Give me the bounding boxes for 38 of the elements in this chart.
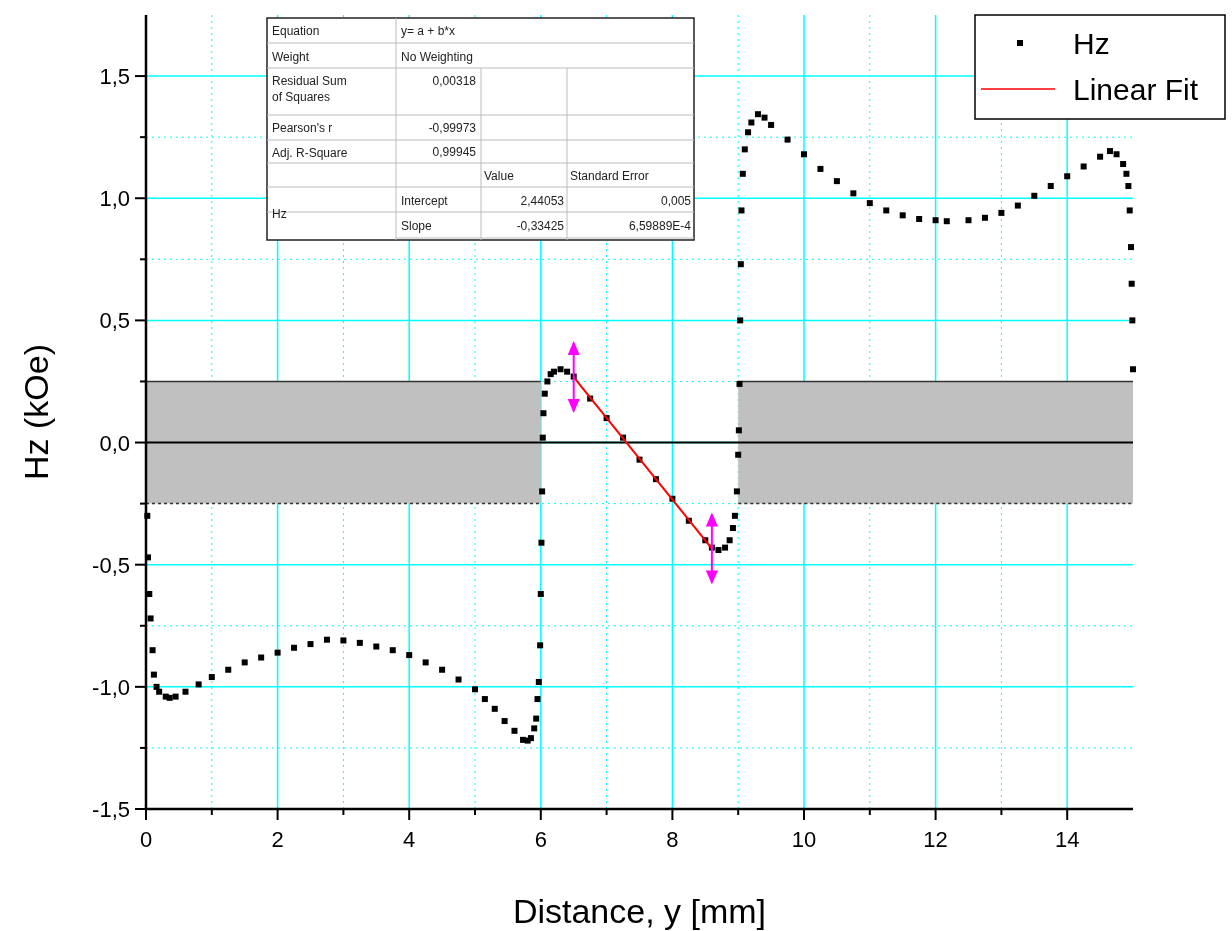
legend-label: Linear Fit bbox=[1073, 73, 1199, 106]
y-tick-label: -1,0 bbox=[92, 674, 130, 700]
annotation: -0,33425 bbox=[516, 219, 565, 233]
annotation: -0,99973 bbox=[428, 121, 477, 135]
annotation: Slope bbox=[401, 219, 433, 233]
annotation: Equation bbox=[272, 24, 320, 38]
annotation: 2,44053 bbox=[520, 194, 565, 208]
y-tick-label: 1,5 bbox=[99, 64, 130, 90]
annotation: 0,005 bbox=[660, 194, 692, 208]
x-tick-label: 6 bbox=[534, 827, 547, 852]
x-axis-title: Distance, y [mm] bbox=[512, 892, 767, 930]
y-tick-label: 0,0 bbox=[99, 430, 130, 456]
annotation: 0,99945 bbox=[432, 145, 477, 159]
x-tick-label: 2 bbox=[271, 827, 284, 852]
annotation: Value bbox=[484, 169, 515, 183]
annotation: 0,00318 bbox=[432, 74, 477, 88]
legend-label: Hz bbox=[1073, 27, 1110, 60]
annotation: 6,59889E-4 bbox=[628, 219, 692, 233]
annotation: No Weighting bbox=[401, 50, 473, 64]
y-tick-label: -1,5 bbox=[92, 797, 130, 822]
x-tick-label: 4 bbox=[403, 827, 416, 852]
annotation: Residual Sum of Squares bbox=[272, 74, 347, 104]
y-tick-label: 1,0 bbox=[99, 186, 130, 212]
annotation: y= a + b*x bbox=[401, 24, 456, 38]
y-axis-title: Hz (kOe) bbox=[17, 344, 55, 480]
annotation: Pearson's r bbox=[272, 121, 333, 135]
x-tick-label: 14 bbox=[1054, 827, 1080, 852]
annotation: Adj. R-Square bbox=[272, 146, 348, 160]
annotation: Weight bbox=[272, 50, 310, 64]
x-tick-label: 8 bbox=[666, 827, 679, 852]
annotation: Standard Error bbox=[570, 169, 649, 183]
y-tick-label: 0,5 bbox=[99, 308, 130, 334]
annotation: Hz bbox=[272, 207, 287, 221]
annotation: Intercept bbox=[401, 194, 449, 208]
x-tick-label: 12 bbox=[923, 827, 948, 852]
y-tick-label: -0,5 bbox=[92, 552, 130, 578]
x-tick-label: 0 bbox=[139, 827, 153, 852]
x-tick-label: 10 bbox=[791, 827, 817, 852]
